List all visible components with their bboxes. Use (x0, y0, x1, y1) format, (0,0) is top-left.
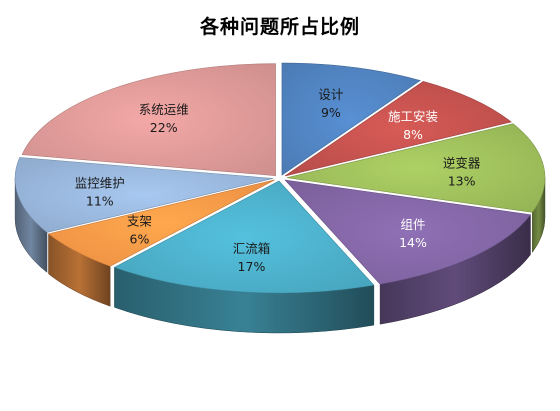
slice-value-label: 14% (399, 235, 427, 250)
slice-value-label: 6% (130, 231, 150, 246)
slice-value-label: 17% (238, 259, 266, 274)
pie-slice-组件 (284, 179, 532, 285)
slice-category-label: 系统运维 (139, 102, 189, 117)
pie-slice-逆变器 (286, 123, 546, 213)
slice-value-label: 22% (150, 120, 178, 135)
slice-value-label: 11% (86, 193, 114, 208)
pie-slice-系统运维 (21, 63, 276, 176)
slice-category-label: 施工安装 (388, 109, 438, 124)
pie-slice-设计 (281, 62, 421, 176)
slice-category-label: 组件 (400, 217, 425, 232)
chart-title: 各种问题所占比例 (199, 16, 360, 38)
slice-value-label: 13% (448, 174, 476, 189)
slice-value-label: 8% (403, 127, 423, 142)
slice-category-label: 监控维护 (75, 175, 125, 190)
slice-category-label: 设计 (318, 87, 343, 102)
pie-slice-汇流箱 (113, 180, 375, 294)
slice-category-label: 支架 (127, 213, 152, 228)
pie-slice-支架 (47, 179, 275, 267)
pie-slice-施工安装 (284, 81, 512, 177)
slice-category-label: 汇流箱 (233, 241, 271, 256)
pie-slice-监控维护 (14, 157, 274, 233)
slice-category-label: 逆变器 (443, 156, 481, 171)
slice-value-label: 9% (321, 105, 341, 120)
